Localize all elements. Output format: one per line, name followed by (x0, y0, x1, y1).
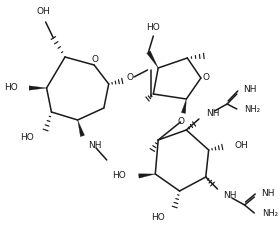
Polygon shape (29, 86, 46, 90)
Text: HO: HO (146, 23, 160, 31)
Text: HO: HO (151, 213, 165, 222)
Text: NH₂: NH₂ (262, 209, 278, 218)
Polygon shape (139, 174, 155, 178)
Text: NH: NH (261, 189, 275, 198)
Text: HO: HO (112, 172, 126, 180)
Text: NH₂: NH₂ (244, 105, 261, 114)
Text: HO: HO (20, 134, 34, 143)
Polygon shape (181, 99, 186, 114)
Text: NH: NH (223, 192, 237, 200)
Text: NH: NH (206, 109, 219, 118)
Polygon shape (147, 51, 158, 68)
Text: O: O (177, 118, 184, 127)
Text: O: O (92, 55, 99, 64)
Text: OH: OH (37, 8, 51, 16)
Text: NH: NH (243, 84, 256, 94)
Text: NH: NH (88, 142, 102, 150)
Text: O: O (202, 73, 209, 81)
Text: OH: OH (235, 142, 249, 150)
Text: HO: HO (4, 84, 17, 93)
Polygon shape (78, 120, 85, 137)
Text: O: O (127, 74, 134, 83)
